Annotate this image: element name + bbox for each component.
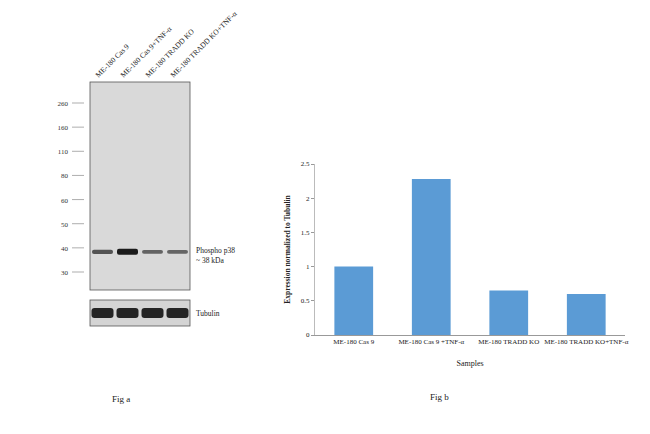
svg-text:0.5: 0.5 [301, 297, 310, 305]
svg-text:~ 38 kDa: ~ 38 kDa [196, 256, 224, 265]
svg-text:80: 80 [61, 172, 69, 180]
svg-text:Tubulin: Tubulin [196, 309, 220, 318]
svg-text:ME-180 TRADD KO+TNF-α: ME-180 TRADD KO+TNF-α [544, 338, 628, 346]
svg-text:Phospho p38: Phospho p38 [196, 246, 235, 255]
svg-text:Expression normalized to Tubul: Expression normalized to Tubulin [283, 194, 292, 303]
svg-text:ME-180 Cas 9+TNF-α: ME-180 Cas 9+TNF-α [118, 24, 174, 80]
svg-text:0: 0 [306, 331, 310, 339]
svg-text:ME-180 TRADD KO: ME-180 TRADD KO [478, 338, 539, 346]
svg-text:ME-180 Cas 9 +TNF-α: ME-180 Cas 9 +TNF-α [398, 338, 464, 346]
html-text:Fig b: Fig b [430, 392, 449, 402]
svg-text:ME-180 Cas 9: ME-180 Cas 9 [333, 338, 374, 346]
svg-text:2: 2 [306, 195, 310, 203]
svg-text:2.5: 2.5 [301, 160, 310, 168]
svg-text:260: 260 [58, 100, 69, 108]
svg-text:ME-180 TRADD KO+TNF-α: ME-180 TRADD KO+TNF-α [169, 9, 239, 79]
svg-text:1: 1 [306, 263, 310, 271]
svg-text:60: 60 [61, 197, 69, 205]
svg-text:50: 50 [61, 221, 69, 229]
svg-text:30: 30 [61, 269, 69, 277]
svg-text:40: 40 [61, 245, 69, 253]
svg-text:ME-180 Cas 9: ME-180 Cas 9 [93, 42, 131, 80]
svg-text:160: 160 [58, 124, 69, 132]
svg-text:Samples: Samples [456, 359, 483, 368]
svg-text:110: 110 [58, 148, 69, 156]
svg-text:1.5: 1.5 [301, 229, 310, 237]
html-text:Fig a: Fig a [112, 394, 131, 404]
